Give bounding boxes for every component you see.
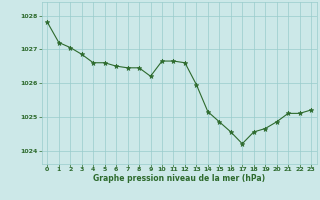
X-axis label: Graphe pression niveau de la mer (hPa): Graphe pression niveau de la mer (hPa) (93, 174, 265, 183)
